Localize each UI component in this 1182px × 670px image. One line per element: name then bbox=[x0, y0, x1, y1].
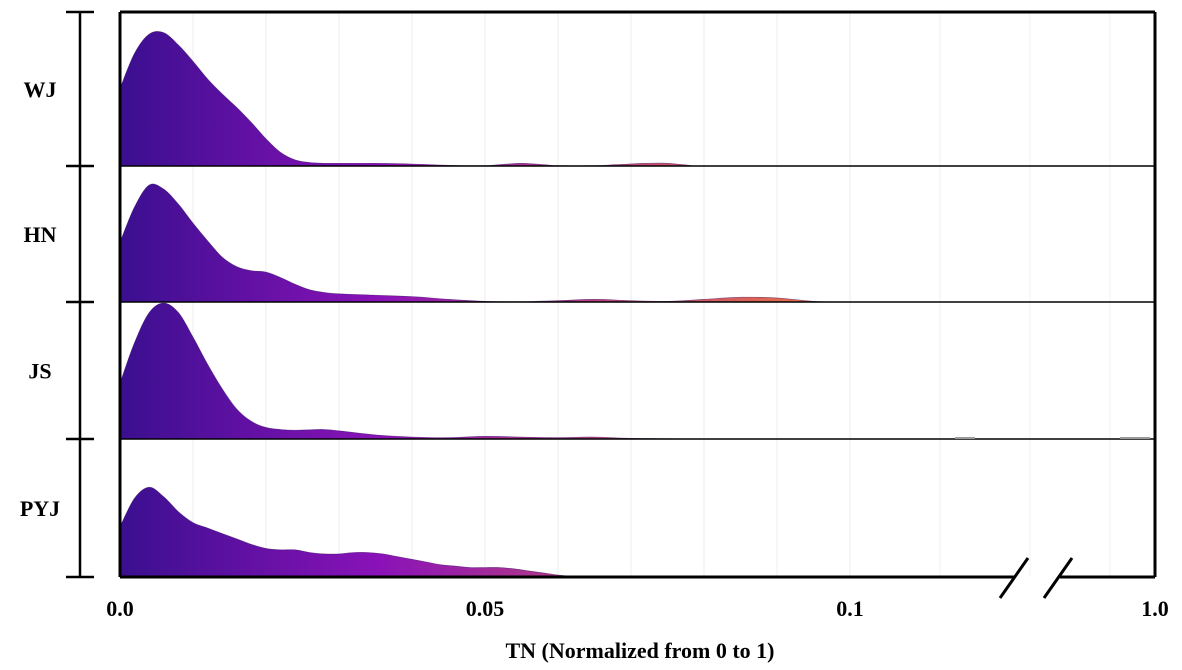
category-label-hn: HN bbox=[24, 222, 57, 247]
category-axis bbox=[66, 10, 94, 579]
density-ridges bbox=[119, 31, 851, 578]
ridge-wj bbox=[119, 31, 850, 167]
x-tick-label: 0.1 bbox=[836, 596, 864, 621]
axis-break-mark bbox=[1042, 557, 1074, 599]
category-label-wj: WJ bbox=[24, 77, 57, 102]
ridge-js bbox=[119, 302, 850, 440]
axis-break-mark bbox=[998, 557, 1030, 599]
x-tick-labels: 0.0 0.05 0.1 1.0 bbox=[106, 596, 1169, 621]
category-labels: WJ HN JS PYJ bbox=[20, 77, 60, 521]
x-tick-label: 0.0 bbox=[106, 596, 134, 621]
x-axis-label: TN (Normalized from 0 to 1) bbox=[505, 638, 774, 663]
x-tick-label: 1.0 bbox=[1141, 596, 1169, 621]
ridge-pyj bbox=[119, 486, 580, 578]
gridlines bbox=[192, 12, 1111, 577]
ridge-hn bbox=[119, 183, 851, 303]
ridge-baselines bbox=[120, 165, 1155, 440]
x-tick-label: 0.05 bbox=[466, 596, 505, 621]
plot-frame bbox=[118, 10, 1157, 599]
category-label-pyj: PYJ bbox=[20, 496, 60, 521]
category-label-js: JS bbox=[28, 359, 51, 384]
